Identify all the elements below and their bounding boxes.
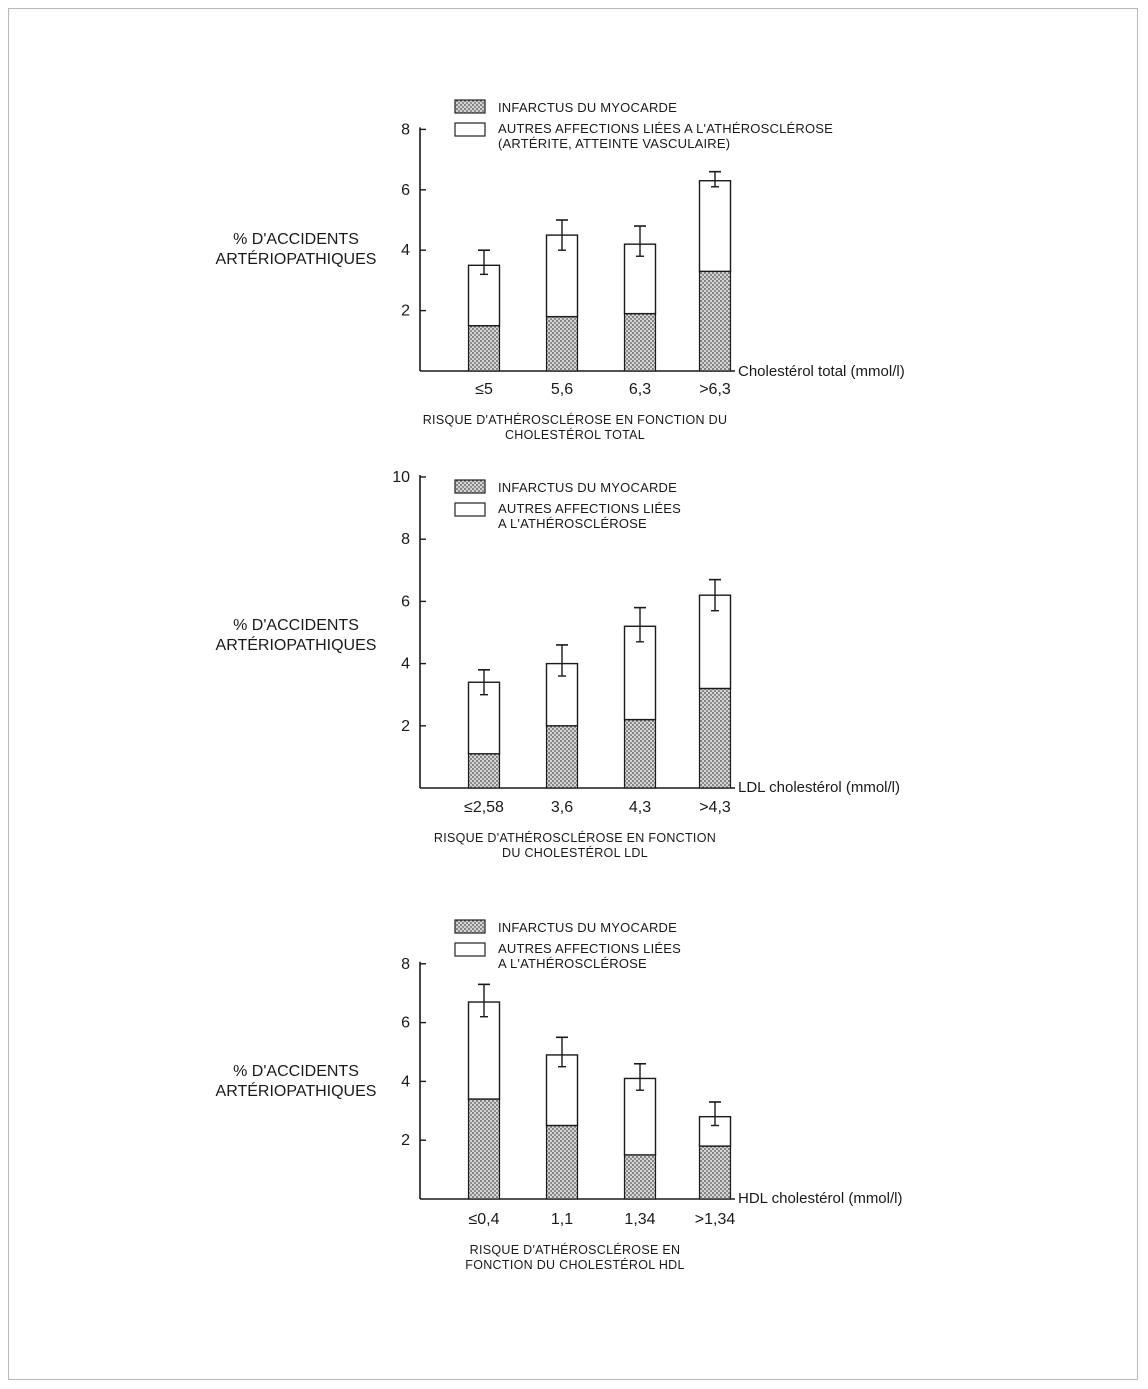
bar-infarctus xyxy=(467,1098,501,1200)
legend-label-infarctus: INFARCTUS DU MYOCARDE xyxy=(498,480,677,495)
x-tick-label: 1,34 xyxy=(624,1211,655,1228)
x-tick-label: 1,1 xyxy=(551,1211,573,1228)
legend-swatch-infarctus xyxy=(454,919,486,934)
y-tick-label: 2 xyxy=(401,718,410,735)
legend-swatch-infarctus xyxy=(454,99,486,114)
legend-swatch-autres xyxy=(454,502,486,517)
bar-infarctus xyxy=(545,725,579,789)
y-tick-label: 6 xyxy=(401,593,410,610)
y-tick-label: 2 xyxy=(401,1132,410,1149)
caption-line2: FONCTION DU CHOLESTÉROL HDL xyxy=(465,1257,684,1272)
bar-infarctus xyxy=(698,687,732,789)
legend-swatch-autres xyxy=(454,942,486,957)
bar-infarctus xyxy=(545,1124,579,1200)
legend-label-autres: AUTRES AFFECTIONS LIÉES A L'ATHÉROSCLÉRO… xyxy=(498,121,833,136)
x-axis-label: Cholestérol total (mmol/l) xyxy=(738,363,905,380)
y-axis-label-line2: ARTÉRIOPATHIQUES xyxy=(216,1081,377,1100)
y-axis-label-line2: ARTÉRIOPATHIQUES xyxy=(216,249,377,268)
bar-infarctus xyxy=(467,753,501,789)
figure-frame xyxy=(8,8,1138,1380)
bar-autres xyxy=(623,625,657,721)
legend-label-autres-sub: A L'ATHÉROSCLÉROSE xyxy=(498,516,647,531)
y-tick-label: 10 xyxy=(392,469,410,486)
bar-autres xyxy=(623,1077,657,1156)
caption-line1: RISQUE D'ATHÉROSCLÉROSE EN FONCTION xyxy=(434,830,716,845)
y-axis-label-line2: ARTÉRIOPATHIQUES xyxy=(216,635,377,654)
caption-line2: DU CHOLESTÉROL LDL xyxy=(502,845,648,860)
x-tick-label: ≤0,4 xyxy=(468,1211,499,1228)
x-axis-label: LDL cholestérol (mmol/l) xyxy=(738,779,900,796)
x-axis-label: HDL cholestérol (mmol/l) xyxy=(738,1190,902,1207)
y-tick-label: 6 xyxy=(401,1015,410,1032)
bar-autres xyxy=(698,180,732,273)
y-tick-label: 4 xyxy=(401,1073,410,1090)
bar-infarctus xyxy=(698,270,732,372)
legend-label-autres: AUTRES AFFECTIONS LIÉES xyxy=(498,501,681,516)
x-tick-label: 4,3 xyxy=(629,799,651,816)
x-tick-label: ≤2,58 xyxy=(464,799,504,816)
y-axis-label-line1: % D'ACCIDENTS xyxy=(233,617,359,634)
bar-infarctus xyxy=(623,1154,657,1200)
y-tick-label: 4 xyxy=(401,656,410,673)
bar-infarctus xyxy=(698,1145,732,1200)
caption-line1: RISQUE D'ATHÉROSCLÉROSE EN FONCTION DU xyxy=(423,412,728,427)
bar-infarctus xyxy=(623,313,657,372)
bar-autres xyxy=(467,1001,501,1100)
legend-label-autres-sub: (ARTÉRITE, ATTEINTE VASCULAIRE) xyxy=(498,136,730,151)
legend-label-autres: AUTRES AFFECTIONS LIÉES xyxy=(498,941,681,956)
x-tick-label: 6,3 xyxy=(629,381,651,398)
legend-swatch-infarctus xyxy=(454,479,486,494)
y-tick-label: 8 xyxy=(401,121,410,138)
legend-label-autres-sub: A L'ATHÉROSCLÉROSE xyxy=(498,956,647,971)
y-axis-label-line1: % D'ACCIDENTS xyxy=(233,231,359,248)
x-tick-label: 3,6 xyxy=(551,799,573,816)
bar-infarctus xyxy=(467,325,501,372)
x-tick-label: ≤5 xyxy=(475,381,493,398)
bar-infarctus xyxy=(623,718,657,789)
y-tick-label: 4 xyxy=(401,242,410,259)
caption-line2: CHOLESTÉROL TOTAL xyxy=(505,427,645,442)
y-axis-label-line1: % D'ACCIDENTS xyxy=(233,1063,359,1080)
bar-infarctus xyxy=(545,316,579,372)
y-tick-label: 6 xyxy=(401,182,410,199)
y-tick-label: 2 xyxy=(401,303,410,320)
x-tick-label: >1,34 xyxy=(695,1211,736,1228)
caption-line1: RISQUE D'ATHÉROSCLÉROSE EN xyxy=(470,1242,681,1257)
x-tick-label: >6,3 xyxy=(699,381,731,398)
x-tick-label: >4,3 xyxy=(699,799,731,816)
legend-label-infarctus: INFARCTUS DU MYOCARDE xyxy=(498,920,677,935)
legend-swatch-autres xyxy=(454,122,486,137)
y-tick-label: 8 xyxy=(401,531,410,548)
legend-label-infarctus: INFARCTUS DU MYOCARDE xyxy=(498,100,677,115)
x-tick-label: 5,6 xyxy=(551,381,573,398)
y-tick-label: 8 xyxy=(401,956,410,973)
